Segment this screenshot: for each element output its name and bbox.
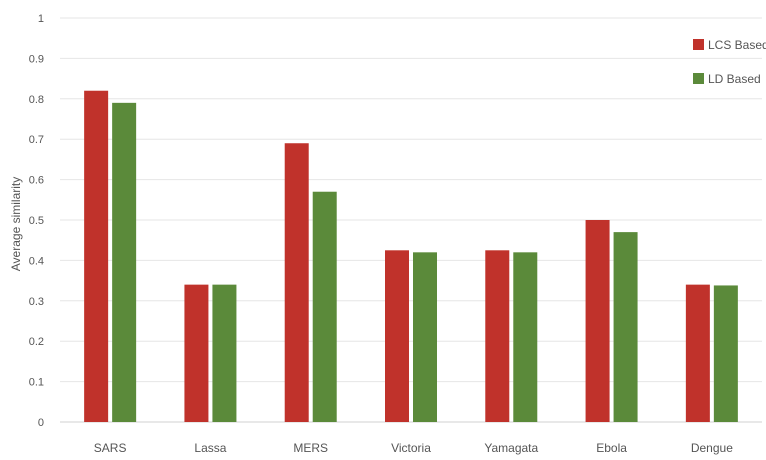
y-tick-label: 0.5	[29, 215, 44, 227]
bar-lcs-based	[284, 143, 309, 423]
bar-lcs-based	[385, 250, 409, 422]
y-axis-ticks: 0 0.1 0.2 0.3 0.4 0.5 0.6 0.7 0.8 0.9 1	[29, 13, 44, 429]
y-tick-label: 0.1	[29, 377, 44, 389]
bar-ld-based	[713, 285, 738, 422]
bars	[84, 90, 738, 423]
y-tick-label: 0.7	[29, 134, 44, 146]
bar-lcs-based	[485, 250, 510, 422]
legend-label: LD Based	[708, 72, 761, 86]
x-category-label: MERS	[293, 441, 328, 455]
y-tick-label: 1	[38, 13, 44, 25]
x-category-label: SARS	[94, 441, 127, 455]
x-axis-categories: SARS Lassa MERS Victoria Yamagata Ebola Dengue	[94, 441, 733, 455]
x-category-label: Lassa	[194, 441, 226, 455]
y-tick-label: 0.2	[29, 336, 44, 348]
bar-ld-based	[613, 232, 638, 422]
gridlines	[60, 17, 762, 423]
bar-lcs-based	[184, 284, 209, 422]
y-tick-label: 0.9	[29, 53, 44, 65]
y-tick-label: 0	[38, 417, 44, 429]
legend-swatch	[693, 39, 704, 50]
x-category-label: Dengue	[691, 441, 733, 455]
bar-ld-based	[413, 252, 437, 422]
bar-ld-based	[513, 252, 538, 422]
x-category-label: Ebola	[596, 441, 627, 455]
legend-label: LCS Based	[708, 38, 766, 52]
bar-lcs-based	[685, 284, 710, 422]
bar-lcs-based	[585, 220, 610, 422]
bar-ld-based	[312, 191, 337, 422]
bar-ld-based	[112, 102, 137, 422]
x-category-label: Yamagata	[484, 441, 538, 455]
y-tick-label: 0.8	[29, 94, 44, 106]
y-tick-label: 0.4	[29, 255, 44, 267]
legend-swatch	[693, 73, 704, 84]
x-category-label: Victoria	[391, 441, 431, 455]
y-tick-label: 0.6	[29, 175, 44, 187]
legend: LCS Based LD Based	[693, 38, 766, 86]
y-axis-label: Average similarity	[9, 177, 23, 271]
y-tick-label: 0.3	[29, 296, 44, 308]
bar-ld-based	[212, 284, 237, 422]
bar-lcs-based	[84, 90, 109, 422]
